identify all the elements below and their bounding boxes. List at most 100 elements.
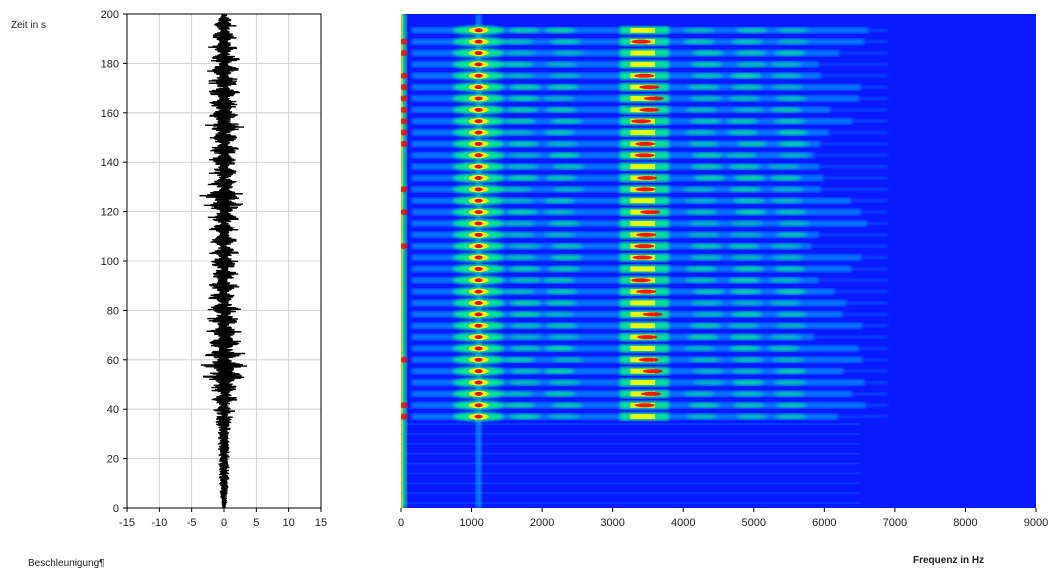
spectrogram-hotspot-1100-core [474, 96, 483, 101]
spectrogram-band-3400-core [637, 335, 658, 340]
spectrogram-band-3400-core [642, 369, 663, 374]
waveform-y-tick-label-2: 40 [107, 404, 119, 416]
waveform-y-tick-label-7: 140 [101, 157, 119, 169]
spectrogram-band-3400 [630, 220, 655, 226]
waveform-x-ticks: -15 -10 -5 0 5 10 15 [119, 508, 327, 529]
spectrogram-hotspot-1100-core [474, 62, 483, 67]
spectrogram-secondary-blob [770, 243, 803, 249]
spectrogram-secondary-blob [684, 277, 717, 283]
spectrogram-stripe-tail [867, 221, 888, 225]
spectrogram-secondary-blob [543, 232, 576, 238]
spectrogram-stripe-19 [411, 196, 888, 206]
spectrogram-lowfreq-dot [401, 356, 408, 363]
spectrogram-stripe-22 [411, 162, 888, 172]
spectrogram-secondary-blob [735, 27, 768, 33]
spectrogram-stripe-tail [858, 96, 888, 100]
spectrogram-secondary-blob [547, 414, 580, 420]
spectrogram-stripe-tail [858, 346, 888, 350]
spectrogram-secondary-blob [692, 368, 725, 374]
spectrogram-secondary-blob [509, 323, 542, 329]
spectrogram-secondary-blob [768, 164, 801, 170]
spectrogram-stripe-tail [811, 244, 888, 248]
spectrogram-secondary-blob [544, 61, 577, 67]
spectrogram-stripe-0 [401, 412, 888, 422]
spectrogram-band-3400 [630, 266, 655, 272]
spectrogram-lowfreq-dot [401, 413, 408, 420]
spectrogram-hotspot-1100-core [474, 153, 483, 158]
spectrogram-stripe-tail [862, 324, 888, 328]
spectrogram-band-3400-core [640, 210, 661, 215]
spectrogram-x-tick-label-1: 1000 [459, 517, 483, 529]
spectrogram-stripe-tail [846, 301, 888, 305]
spectrogram-noise-line [401, 423, 860, 425]
spectrogram-secondary-blob [683, 391, 716, 397]
spectrogram-stripe-band [411, 152, 815, 159]
spectrogram-x-ticks: 0 1000 2000 3000 4000 5000 6000 7000 8000 9000 [398, 508, 1048, 529]
spectrogram-secondary-blob [501, 39, 534, 45]
spectrogram-secondary-blob [548, 73, 581, 79]
spectrogram-secondary-blob [770, 61, 803, 67]
spectrogram-band-3400-core [643, 96, 664, 101]
spectrogram-x-tick-label-4: 4000 [671, 517, 695, 529]
spectrogram-stripe-tail [818, 62, 888, 66]
spectrogram-hotspot-1100-core [474, 266, 483, 271]
spectrogram-secondary-blob [692, 289, 725, 295]
spectrogram-stripe-33 [401, 37, 888, 47]
waveform-x-tick-label-4: 5 [253, 517, 259, 529]
spectrogram-stripe-7 [411, 332, 888, 342]
spectrogram-secondary-blob [542, 277, 575, 283]
spectrogram-secondary-blob [686, 414, 719, 420]
spectrogram-secondary-blob [728, 95, 761, 102]
spectrogram-secondary-blob [727, 323, 760, 329]
spectrogram-hotspot-1100-core [474, 107, 483, 112]
spectrogram-band-3400-core [634, 244, 655, 249]
spectrogram-secondary-blob [691, 152, 724, 158]
spectrogram-secondary-blob [732, 107, 765, 113]
spectrogram-lowfreq-band-outer [401, 14, 407, 508]
spectrogram-secondary-blob [687, 141, 720, 147]
waveform-x-tick-label-1: -10 [151, 517, 167, 529]
waveform-y-tick-label-6: 120 [101, 207, 119, 219]
spectrogram-stripe-band [411, 243, 812, 250]
spectrogram-secondary-blob [775, 95, 808, 102]
spectrogram-stripe-tail [819, 165, 888, 169]
spectrogram-band-3400-core [634, 153, 655, 158]
spectrogram-stripe-21 [411, 173, 888, 183]
spectrogram-secondary-blob [771, 84, 804, 90]
spectrogram-secondary-blob [509, 414, 542, 420]
spectrogram-secondary-blob [543, 345, 576, 352]
spectrogram-secondary-blob [688, 220, 721, 227]
spectrogram-stripe-15 [401, 241, 888, 251]
spectrogram-stripe-27 [401, 105, 888, 115]
spectrogram-hotspot-1100-core [474, 73, 483, 78]
spectrogram-secondary-blob [501, 61, 534, 67]
spectrogram-stripe-5 [401, 355, 888, 365]
spectrogram-secondary-blob [775, 232, 808, 238]
spectrogram-secondary-blob [729, 289, 762, 295]
spectrogram-stripe-9 [411, 309, 888, 319]
spectrogram-stripe-tail [830, 108, 888, 112]
spectrogram-secondary-blob [552, 164, 585, 170]
spectrogram-secondary-blob [543, 198, 576, 204]
spectrogram-secondary-blob [690, 300, 723, 306]
spectrogram-secondary-blob [689, 323, 722, 329]
spectrogram-secondary-blob [775, 289, 808, 295]
spectrogram-stripe-29 [401, 82, 888, 92]
spectrogram-secondary-blob [770, 107, 803, 113]
spectrogram-secondary-blob [693, 175, 726, 181]
spectrogram-secondary-blob [775, 402, 808, 408]
spectrogram-secondary-blob [773, 391, 806, 397]
spectrogram-secondary-blob [735, 141, 768, 147]
spectrogram-stripe-tail [829, 131, 888, 135]
spectrogram-hotspot-1100-core [474, 403, 483, 408]
spectrogram-secondary-blob [543, 129, 576, 136]
spectrogram-stripe-tail [837, 415, 888, 419]
spectrogram-secondary-blob [775, 209, 808, 215]
spectrogram-stripe-tail [839, 51, 888, 55]
spectrogram-stripe-tail [864, 40, 888, 44]
spectrogram-stripe-23 [411, 150, 888, 160]
spectrogram-secondary-blob [503, 289, 536, 295]
spectrogram-secondary-blob [770, 198, 803, 204]
spectrogram-stripe-tail [842, 312, 888, 316]
spectrogram-band-3400-core [642, 312, 663, 317]
